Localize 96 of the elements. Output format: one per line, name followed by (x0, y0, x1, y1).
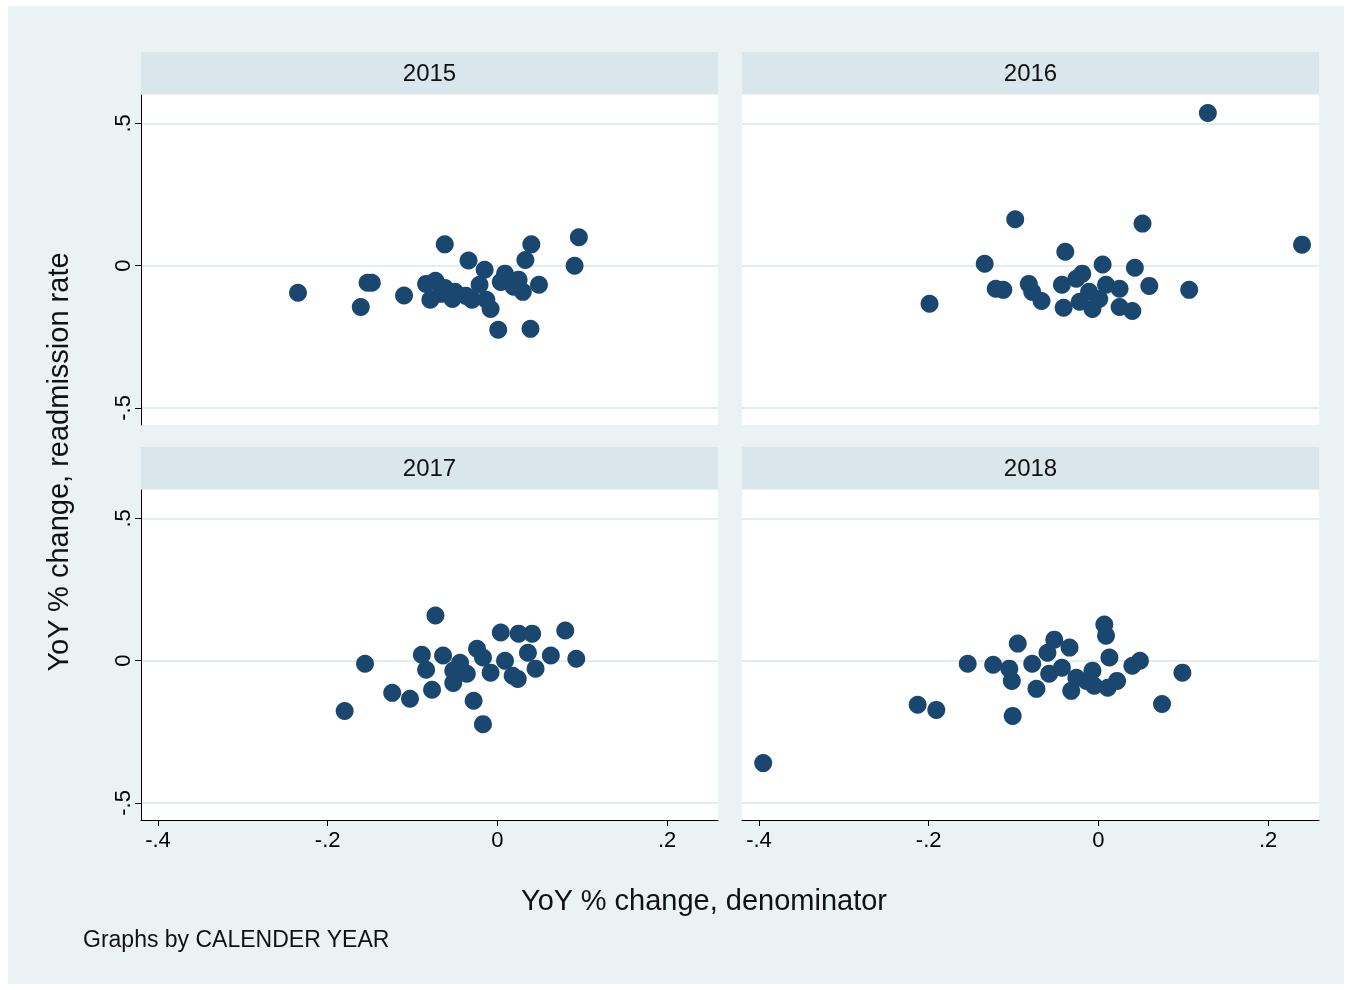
point (356, 654, 375, 673)
point (1123, 301, 1142, 320)
point (475, 260, 494, 279)
point (526, 659, 545, 678)
x-tick-label: .2 (1258, 826, 1278, 852)
point (1002, 671, 1021, 690)
point (289, 283, 307, 302)
chart-title: 2018 (742, 447, 1319, 489)
point (1198, 103, 1217, 122)
text: Graphs by CALENDER YEAR (83, 926, 390, 953)
point (1027, 679, 1046, 698)
point (1032, 291, 1051, 310)
point (412, 645, 431, 664)
point (518, 643, 537, 662)
point (975, 254, 994, 273)
point (522, 235, 541, 254)
x-tick-label: -.2 (314, 826, 341, 852)
point (523, 624, 542, 643)
y-tick-label: .5 (109, 509, 135, 528)
point (459, 251, 478, 270)
point (920, 294, 939, 313)
point (984, 655, 1003, 674)
point (1070, 292, 1089, 311)
x-tick-label: .2 (657, 826, 677, 852)
point (481, 663, 500, 682)
point (1054, 298, 1073, 317)
point (529, 275, 548, 294)
point (1125, 258, 1144, 277)
x-tick-label: 0 (491, 826, 504, 852)
point (464, 691, 483, 710)
point (1293, 235, 1312, 254)
chart-title: 2017 (141, 447, 718, 489)
point (567, 649, 586, 668)
point (1006, 210, 1025, 229)
point (491, 623, 510, 642)
point (521, 319, 540, 338)
point (401, 689, 419, 708)
point (1003, 706, 1022, 725)
point (1180, 280, 1199, 299)
y-axis-title: YoY % change, readmission rate (41, 252, 75, 672)
x-tick-label: 0 (1092, 826, 1105, 852)
point (1133, 214, 1152, 233)
point (927, 700, 946, 719)
point (395, 286, 414, 305)
point (754, 754, 773, 773)
point (1067, 269, 1086, 288)
point (516, 251, 535, 269)
point (1052, 275, 1071, 294)
point (1008, 634, 1027, 653)
point (565, 256, 584, 275)
x-tick-label: -.4 (145, 826, 171, 852)
point (1130, 651, 1149, 670)
chart-title: 2016 (742, 52, 1319, 94)
point (1100, 648, 1119, 667)
point (1140, 276, 1159, 295)
point (1052, 658, 1071, 677)
point (958, 654, 977, 673)
point (1110, 279, 1129, 298)
point (417, 660, 436, 679)
point (473, 648, 492, 667)
x-tick-label: -.4 (746, 826, 772, 852)
y-tick-label: 0 (109, 654, 135, 667)
point (335, 702, 354, 721)
point (541, 646, 560, 665)
point (1173, 663, 1192, 682)
point (435, 235, 454, 254)
point (473, 715, 492, 734)
point (1108, 671, 1127, 690)
point (434, 646, 453, 665)
y-tick-label: .5 (109, 114, 135, 133)
point (1153, 694, 1172, 713)
y-tick-label: 0 (109, 259, 135, 272)
point (1023, 654, 1042, 673)
chart-title: 2015 (141, 52, 718, 94)
point (383, 683, 402, 702)
point (351, 297, 370, 316)
point (1060, 638, 1079, 657)
point (477, 290, 496, 309)
point (556, 621, 575, 640)
x-axis-title: YoY % change, denominator (521, 883, 887, 917)
point (1093, 255, 1112, 274)
y-tick-label: -.5 (109, 395, 135, 421)
point (513, 282, 532, 301)
point (489, 320, 508, 339)
point (1045, 630, 1064, 649)
point (569, 228, 588, 247)
point (1056, 242, 1075, 261)
point (426, 606, 445, 625)
point (496, 651, 515, 670)
point (908, 695, 927, 714)
y-tick-label: -.5 (109, 790, 135, 816)
point (1090, 289, 1109, 308)
point (508, 669, 527, 688)
point (423, 680, 442, 699)
x-tick-label: -.2 (915, 826, 942, 852)
point (470, 275, 489, 294)
